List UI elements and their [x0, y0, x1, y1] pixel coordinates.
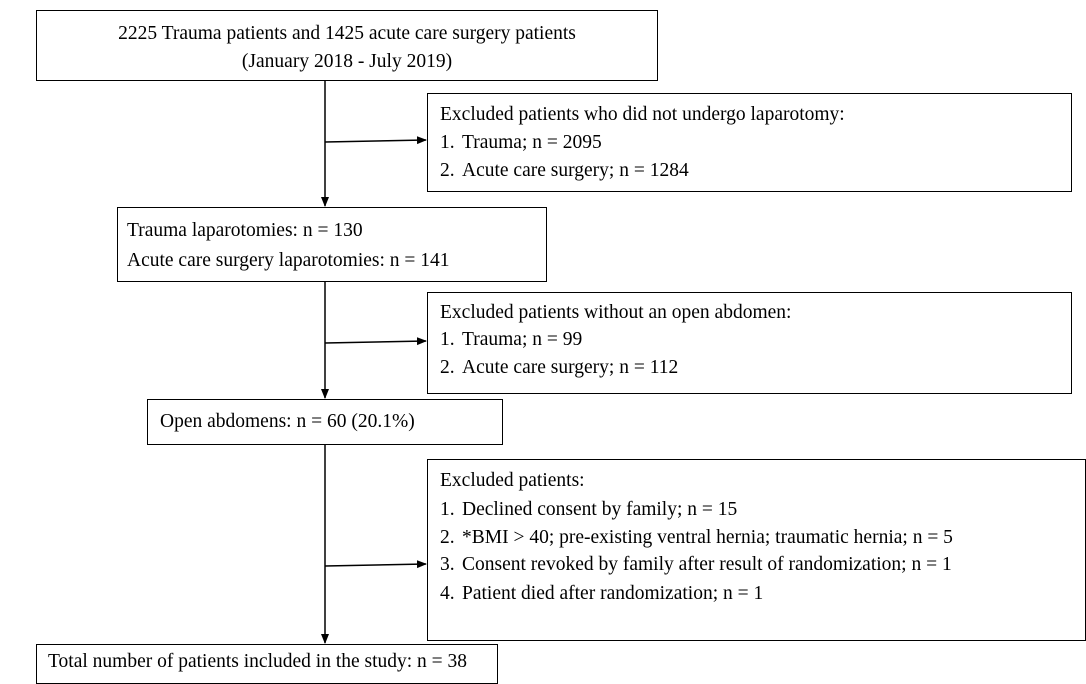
- arrow: [324, 136, 427, 145]
- node-text: Open abdomens: n = 60 (20.1%): [160, 411, 415, 432]
- node-box: [427, 292, 1072, 394]
- node-text: Trauma laparotomies: n = 130: [127, 220, 363, 241]
- node-box: [427, 459, 1086, 641]
- node-heading: Excluded patients:: [440, 470, 585, 491]
- node-box: [117, 207, 547, 282]
- list-number: 1.: [440, 132, 455, 153]
- list-item: Declined consent by family; n = 15: [462, 499, 738, 520]
- list-item: Consent revoked by family after result o…: [462, 554, 952, 575]
- list-item: Patient died after randomization; n = 1: [462, 583, 764, 604]
- node-heading: Excluded patients who did not undergo la…: [440, 104, 845, 125]
- list-number: 2.: [440, 160, 455, 181]
- list-item: Trauma; n = 2095: [462, 132, 602, 153]
- list-number: 2.: [440, 357, 455, 378]
- node-text: Acute care surgery laparotomies: n = 141: [127, 250, 450, 271]
- node-text: (January 2018 - July 2019): [241, 51, 453, 72]
- list-number: 4.: [440, 583, 455, 604]
- arrow: [324, 337, 427, 346]
- list-number: 2.: [440, 527, 455, 548]
- arrow: [324, 560, 427, 569]
- node-text: 2225 Trauma patients and 1425 acute care…: [118, 23, 576, 44]
- node-box: [36, 10, 658, 81]
- node-text: Total number of patients included in the…: [48, 651, 468, 672]
- list-number: 1.: [440, 329, 455, 350]
- list-item: Trauma; n = 99: [462, 329, 583, 350]
- list-item: *BMI > 40; pre-existing ventral hernia; …: [462, 527, 953, 548]
- node-box: [147, 399, 503, 445]
- list-number: 3.: [440, 554, 455, 575]
- list-item: Acute care surgery; n = 1284: [462, 160, 689, 181]
- list-number: 1.: [440, 499, 455, 520]
- list-item: Acute care surgery; n = 112: [462, 357, 679, 378]
- node-heading: Excluded patients without an open abdome…: [440, 302, 792, 323]
- node-box: [427, 93, 1072, 192]
